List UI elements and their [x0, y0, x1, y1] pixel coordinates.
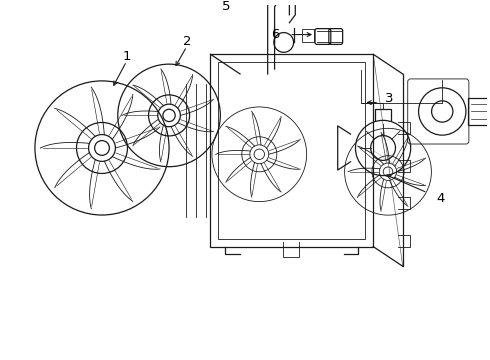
Text: 4: 4 — [436, 192, 444, 205]
Bar — [468, 98, 490, 125]
Bar — [211, 54, 373, 247]
Text: 5: 5 — [222, 0, 230, 13]
Text: 6: 6 — [271, 28, 280, 41]
Bar — [219, 62, 366, 239]
Bar — [302, 29, 314, 42]
Text: 1: 1 — [122, 50, 131, 63]
Text: 2: 2 — [183, 35, 191, 48]
Text: 3: 3 — [385, 92, 393, 105]
